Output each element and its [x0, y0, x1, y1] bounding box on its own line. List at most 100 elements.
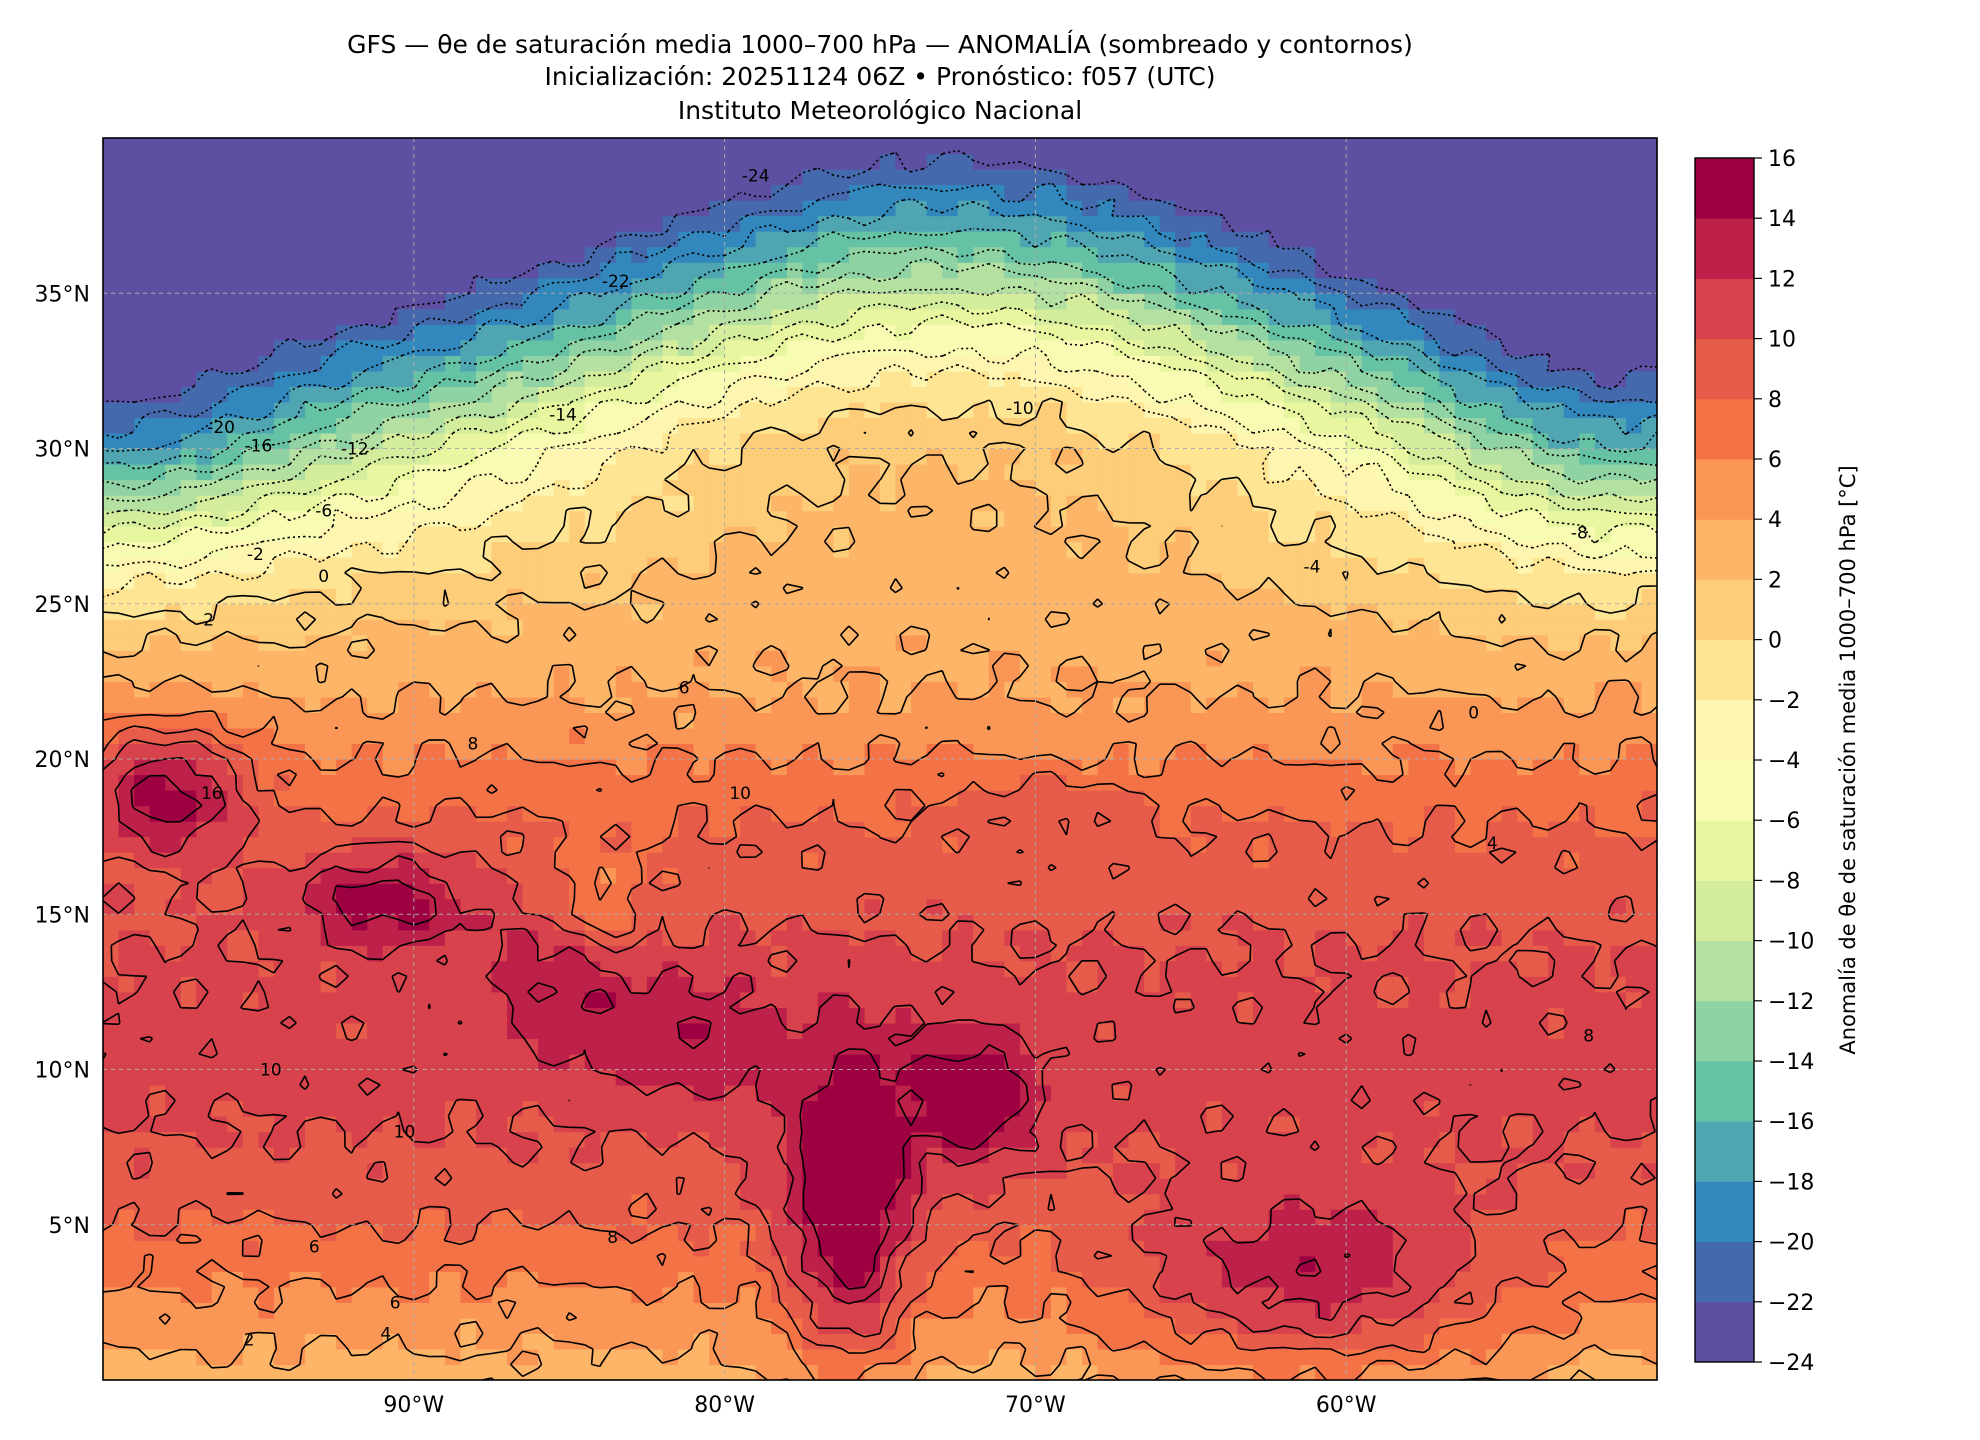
field-cell [1455, 1022, 1472, 1039]
field-cell [693, 1054, 710, 1071]
field-cell [103, 1255, 120, 1272]
field-cell [1361, 619, 1378, 636]
field-cell [1190, 1317, 1207, 1334]
field-cell [1315, 1085, 1332, 1102]
field-cell [1392, 821, 1409, 838]
field-cell [693, 619, 710, 636]
field-cell [460, 1100, 477, 1117]
field-cell [1392, 1054, 1409, 1071]
field-cell [1190, 1100, 1207, 1117]
field-cell [367, 960, 384, 977]
field-cell [1299, 914, 1316, 931]
field-cell [1206, 821, 1223, 838]
field-cell [1594, 991, 1611, 1008]
field-cell [1330, 805, 1347, 822]
field-cell [1548, 1100, 1565, 1117]
field-cell [180, 1085, 197, 1102]
field-cell [1361, 1255, 1378, 1272]
field-cell [1486, 1038, 1503, 1055]
field-cell [864, 929, 881, 946]
field-cell [1330, 1131, 1347, 1148]
field-cell [1237, 1147, 1254, 1164]
field-cell [227, 1302, 244, 1319]
field-cell [258, 867, 275, 884]
field-cell [444, 1147, 461, 1164]
field-cell [1501, 1054, 1518, 1071]
field-cell [149, 898, 166, 915]
field-cell [662, 603, 679, 620]
field-cell [1610, 712, 1627, 729]
field-cell [180, 1007, 197, 1024]
field-cell [382, 1364, 399, 1381]
field-cell [1299, 867, 1316, 884]
field-cell [180, 743, 197, 760]
field-cell [351, 696, 368, 713]
field-cell [1486, 883, 1503, 900]
field-cell [1066, 1255, 1083, 1272]
field-cell [817, 1349, 834, 1366]
field-cell [1610, 1317, 1627, 1334]
field-cell [1408, 650, 1425, 667]
field-cell [1253, 836, 1270, 853]
field-cell [848, 960, 865, 977]
field-cell [1284, 727, 1301, 744]
field-cell [817, 712, 834, 729]
field-cell [398, 665, 415, 682]
field-cell [771, 1131, 788, 1148]
field-cell [134, 805, 151, 822]
field-cell [1284, 1022, 1301, 1039]
field-cell [848, 1255, 865, 1272]
field-cell [1082, 1162, 1099, 1179]
field-cell [1066, 665, 1083, 682]
field-cell [848, 852, 865, 869]
field-cell [1346, 1069, 1363, 1086]
field-cell [336, 712, 353, 729]
field-cell [864, 712, 881, 729]
field-cell [709, 790, 726, 807]
field-cell [1579, 774, 1596, 791]
field-cell [771, 898, 788, 915]
field-cell [817, 1364, 834, 1381]
field-cell [755, 1178, 772, 1195]
field-cell [1299, 1193, 1316, 1210]
field-cell [118, 1147, 135, 1164]
field-cell [1159, 712, 1176, 729]
field-cell [600, 634, 617, 651]
field-cell [755, 743, 772, 760]
field-cell [584, 634, 601, 651]
field-cell [413, 774, 430, 791]
field-cell [398, 1240, 415, 1257]
field-cell [709, 1286, 726, 1303]
field-cell [1019, 898, 1036, 915]
field-cell [258, 898, 275, 915]
field-cell [569, 774, 586, 791]
field-cell [693, 1162, 710, 1179]
field-cell [1346, 1038, 1363, 1055]
field-cell [646, 836, 663, 853]
field-cell [1113, 836, 1130, 853]
field-cell [273, 1162, 290, 1179]
field-cell [615, 1364, 632, 1381]
field-cell [1470, 1349, 1487, 1366]
field-cell [1361, 712, 1378, 729]
field-cell [1423, 1364, 1440, 1381]
field-cell [1548, 1178, 1565, 1195]
field-cell [926, 805, 943, 822]
field-cell [476, 1240, 493, 1257]
field-cell [569, 1085, 586, 1102]
field-cell [538, 759, 555, 776]
field-cell [413, 650, 430, 667]
field-cell [802, 1317, 819, 1334]
field-cell [429, 976, 446, 993]
field-cell [864, 774, 881, 791]
field-cell [584, 1240, 601, 1257]
field-cell [802, 1054, 819, 1071]
field-cell [1486, 665, 1503, 682]
field-cell [149, 1178, 166, 1195]
field-cell [367, 1193, 384, 1210]
field-cell [1579, 929, 1596, 946]
field-cell [1455, 759, 1472, 776]
field-cell [678, 1085, 695, 1102]
field-cell [1532, 852, 1549, 869]
field-cell [1237, 1178, 1254, 1195]
